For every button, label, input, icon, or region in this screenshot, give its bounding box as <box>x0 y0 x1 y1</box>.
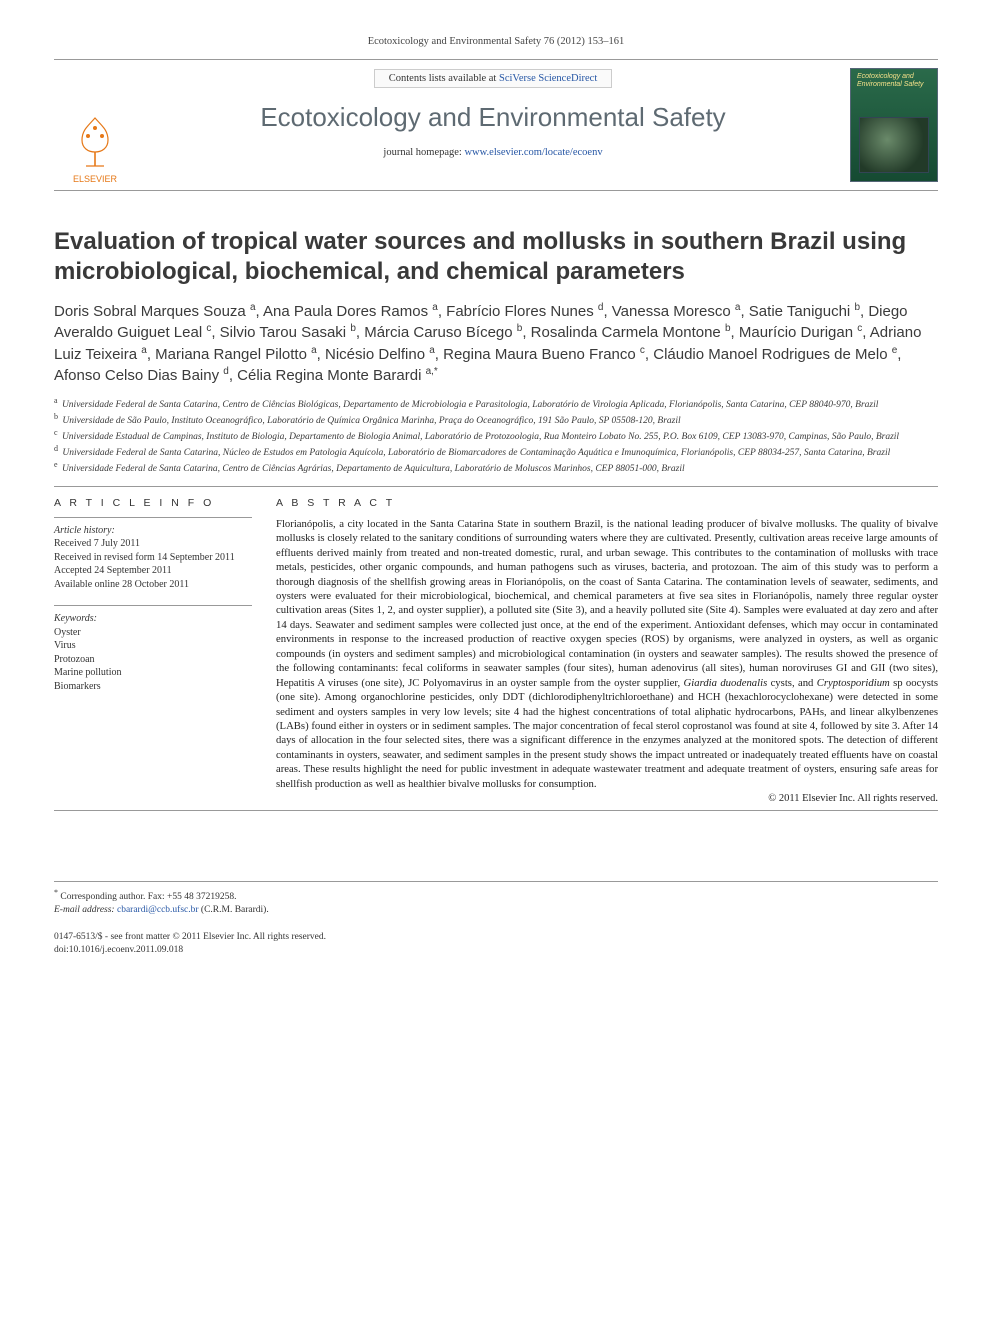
elsevier-tree-icon <box>68 112 122 172</box>
affiliation-a: a Universidade Federal de Santa Catarina… <box>54 396 938 412</box>
article-history: Article history: Received 7 July 2011 Re… <box>54 524 252 592</box>
affiliation-c: c Universidade Estadual de Campinas, Ins… <box>54 428 938 444</box>
email-paren: (C.R.M. Barardi). <box>201 905 269 915</box>
contents-line: Contents lists available at SciVerse Sci… <box>374 69 612 88</box>
history-received: Received 7 July 2011 <box>54 537 252 551</box>
footer: * Corresponding author. Fax: +55 48 3721… <box>54 881 938 956</box>
homepage-link[interactable]: www.elsevier.com/locate/ecoenv <box>464 147 602 158</box>
keyword: Marine pollution <box>54 666 252 680</box>
authors: Doris Sobral Marques Souza a, Ana Paula … <box>54 301 938 386</box>
header-citation: Ecotoxicology and Environmental Safety 7… <box>54 36 938 47</box>
history-online: Available online 28 October 2011 <box>54 578 252 592</box>
masthead: ELSEVIER Contents lists available at Sci… <box>54 59 938 191</box>
article-info-heading: A R T I C L E I N F O <box>54 497 252 509</box>
abstract-copyright: © 2011 Elsevier Inc. All rights reserved… <box>276 793 938 804</box>
history-subhead: Article history: <box>54 524 252 538</box>
affiliations: a Universidade Federal de Santa Catarina… <box>54 396 938 476</box>
keywords-block: Keywords: Oyster Virus Protozoan Marine … <box>54 612 252 693</box>
doi: doi:10.1016/j.ecoenv.2011.09.018 <box>54 944 938 957</box>
homepage-line: journal homepage: www.elsevier.com/locat… <box>144 147 842 158</box>
keyword: Virus <box>54 639 252 653</box>
affiliation-b: b Universidade de São Paulo, Instituto O… <box>54 412 938 428</box>
abstract-text: Florianópolis, a city located in the San… <box>276 517 938 791</box>
keywords-subhead: Keywords: <box>54 612 252 626</box>
publisher-block: ELSEVIER <box>54 60 144 190</box>
journal-title: Ecotoxicology and Environmental Safety <box>144 102 842 133</box>
keyword: Biomarkers <box>54 680 252 694</box>
divider <box>54 810 938 811</box>
keyword: Protozoan <box>54 653 252 667</box>
cover-thumb-wrap: Ecotoxicology and Environmental Safety <box>842 60 938 190</box>
keyword: Oyster <box>54 626 252 640</box>
masthead-center: Contents lists available at SciVerse Sci… <box>144 60 842 190</box>
email-label: E-mail address: <box>54 905 115 915</box>
two-column: A R T I C L E I N F O Article history: R… <box>54 497 938 804</box>
cover-title: Ecotoxicology and Environmental Safety <box>857 73 937 88</box>
front-matter: 0147-6513/$ - see front matter © 2011 El… <box>54 931 938 944</box>
article-title: Evaluation of tropical water sources and… <box>54 227 938 287</box>
journal-cover-icon: Ecotoxicology and Environmental Safety <box>850 68 938 182</box>
homepage-prefix: journal homepage: <box>383 147 464 158</box>
footer-copy: 0147-6513/$ - see front matter © 2011 El… <box>54 931 938 957</box>
affiliation-e: e Universidade Federal de Santa Catarina… <box>54 460 938 476</box>
corr-email-link[interactable]: cbarardi@ccb.ufsc.br <box>117 905 199 915</box>
contents-prefix: Contents lists available at <box>389 73 499 84</box>
corresponding-author: * Corresponding author. Fax: +55 48 3721… <box>54 888 354 917</box>
sciencedirect-link[interactable]: SciVerse ScienceDirect <box>499 73 597 84</box>
divider <box>54 486 938 487</box>
history-accepted: Accepted 24 September 2011 <box>54 564 252 578</box>
affiliation-d: d Universidade Federal de Santa Catarina… <box>54 444 938 460</box>
corr-label: Corresponding author. Fax: +55 48 372192… <box>60 892 236 902</box>
abstract-heading: A B S T R A C T <box>276 497 938 509</box>
abstract-column: A B S T R A C T Florianópolis, a city lo… <box>276 497 938 804</box>
publisher-name: ELSEVIER <box>73 174 117 184</box>
article-info-column: A R T I C L E I N F O Article history: R… <box>54 497 252 804</box>
history-revised: Received in revised form 14 September 20… <box>54 551 252 565</box>
